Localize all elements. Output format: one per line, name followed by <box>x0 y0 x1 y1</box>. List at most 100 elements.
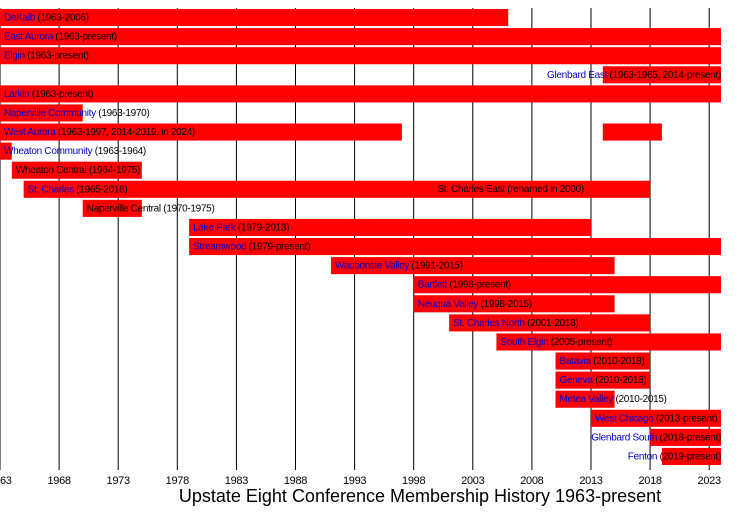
x-tick-label: 1978 <box>166 475 189 487</box>
x-tick-label: 1993 <box>343 475 366 487</box>
membership-bar <box>555 371 651 389</box>
school-name: Neuqua Valley <box>418 298 479 309</box>
school-years: (2001-2018) <box>525 318 579 329</box>
school-label: Bartlett (1998-present) <box>418 279 511 290</box>
membership-bar <box>0 9 509 27</box>
x-tick-label: 2003 <box>461 475 484 487</box>
x-tick-label: 2018 <box>638 475 661 487</box>
school-name: Batavia <box>560 356 592 367</box>
membership-bar <box>0 85 721 103</box>
school-years: (1963-1997, 2014-2019, in 2024) <box>56 127 195 138</box>
school-label: Batavia (2010-2018) <box>560 356 645 367</box>
school-years: (1979-present) <box>246 241 310 252</box>
school-name: West Chicago <box>595 413 654 424</box>
school-years: (2005-present) <box>548 337 612 348</box>
school-years: (1979-2013) <box>235 222 289 233</box>
school-name: Geneva <box>560 375 594 386</box>
school-years: (1963-present) <box>53 31 117 42</box>
school-name: St. Charles North <box>453 318 525 329</box>
school-name: Glenbard South <box>591 432 657 443</box>
membership-bar <box>602 66 721 84</box>
school-name: Wheaton Central <box>16 165 87 176</box>
school-years: (1998-present) <box>447 279 511 290</box>
school-name: Glenbard East <box>547 69 608 80</box>
membership-bar <box>0 142 12 160</box>
membership-bar <box>82 199 142 217</box>
school-name: East Aurora <box>4 31 54 42</box>
school-name: Elgin <box>4 50 25 61</box>
membership-bar <box>189 238 722 256</box>
school-name: Larkin <box>4 89 29 100</box>
school-label: Larkin (1963-present) <box>4 89 93 100</box>
rename-note: St. Charles East (renamed in 2000) <box>437 184 584 195</box>
school-years: (1963-2006) <box>35 12 89 23</box>
school-years: (1963-1964) <box>92 146 146 157</box>
membership-bar <box>23 180 651 198</box>
school-name: Lake Park <box>193 222 237 233</box>
membership-bar <box>0 28 721 46</box>
school-years: (2019-present) <box>657 451 721 462</box>
school-years: (2018-present) <box>657 432 721 443</box>
school-name: Naperville Community <box>4 108 96 119</box>
school-name: St. Charles <box>28 184 74 195</box>
membership-bar <box>449 314 651 332</box>
school-years: (1963-present) <box>25 50 89 61</box>
school-label: Metea Valley (2010-2015) <box>560 394 667 405</box>
school-name: Waubonsie Valley <box>335 260 409 271</box>
school-years: (1970-1975) <box>161 203 215 214</box>
x-tick-label: 2023 <box>698 475 721 487</box>
membership-bar <box>661 447 721 465</box>
membership-bar <box>590 409 721 427</box>
school-years: (2013-present) <box>653 413 717 424</box>
x-tick-label: 2008 <box>520 475 543 487</box>
school-years: (1963-1965, 2014-present) <box>607 69 721 80</box>
school-label: Wheaton Central (1964-1975) <box>16 165 140 176</box>
chart-title: Upstate Eight Conference Membership Hist… <box>179 486 661 506</box>
membership-bar <box>650 428 721 446</box>
school-label: Naperville Community (1963-1970) <box>4 108 149 119</box>
x-tick-label: 1968 <box>47 475 70 487</box>
x-tick-label: 1988 <box>284 475 307 487</box>
school-label: Glenbard South (2018-present) <box>591 432 721 443</box>
school-years: (1964-1975) <box>86 165 140 176</box>
school-label: South Elgin (2005-present) <box>500 337 612 348</box>
school-name: West Aurora <box>4 127 56 138</box>
membership-bar <box>413 295 615 313</box>
membership-bar <box>189 218 591 236</box>
school-label: Geneva (2010-2018) <box>560 375 647 386</box>
x-tick-label: 1963 <box>0 475 12 487</box>
school-label: Neuqua Valley (1998-2015) <box>418 298 532 309</box>
membership-bar <box>0 47 721 65</box>
membership-bar <box>602 123 662 141</box>
school-years: (1965-2018) <box>74 184 128 195</box>
school-name: Bartlett <box>418 279 448 290</box>
school-label: Lake Park (1979-2013) <box>193 222 289 233</box>
school-label: Glenbard East (1963-1965, 2014-present) <box>547 69 721 80</box>
membership-bar <box>0 104 83 122</box>
school-label: West Chicago (2013-present) <box>595 413 717 424</box>
school-label: St. Charles (1965-2018) <box>28 184 128 195</box>
x-tick-label: 2013 <box>579 475 602 487</box>
school-label: Waubonsie Valley (1991-2015) <box>335 260 463 271</box>
school-label: Elgin (1963-present) <box>4 50 89 61</box>
x-tick-label: 1973 <box>107 475 130 487</box>
membership-bar <box>11 161 142 179</box>
school-label: West Aurora (1963-1997, 2014-2019, in 20… <box>4 127 195 138</box>
school-years: (1998-2015) <box>478 298 532 309</box>
school-name: Metea Valley <box>560 394 614 405</box>
membership-bar <box>555 352 651 370</box>
school-years: (2010-2015) <box>613 394 667 405</box>
school-name: Fenton <box>628 451 657 462</box>
school-label: Fenton (2019-present) <box>628 451 721 462</box>
school-name: Wheaton Community <box>4 146 93 157</box>
membership-bar <box>330 257 615 275</box>
school-name: DeKalb <box>4 12 36 23</box>
school-name: South Elgin <box>500 337 548 348</box>
membership-bar <box>413 276 721 294</box>
school-years: (2010-2018) <box>593 375 647 386</box>
school-name: Naperville Central <box>87 203 161 214</box>
x-tick-label: 1983 <box>225 475 248 487</box>
membership-bar <box>555 390 615 408</box>
school-label: Wheaton Community (1963-1964) <box>4 146 146 157</box>
school-label: St. Charles North (2001-2018) <box>453 318 578 329</box>
